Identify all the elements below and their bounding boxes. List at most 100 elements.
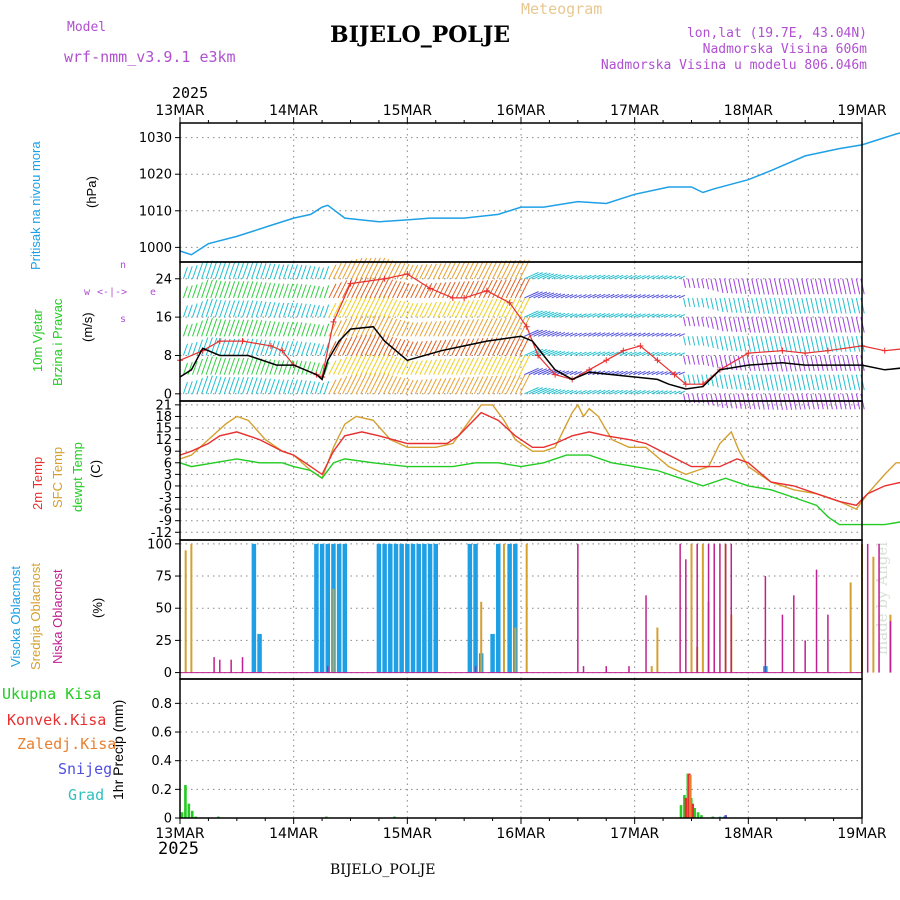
wind-barb — [651, 275, 660, 280]
wind-barb — [469, 338, 479, 356]
gust-marker — [637, 342, 644, 349]
low-cloud-bar — [219, 659, 221, 673]
wind-barb — [196, 377, 203, 394]
wind-barb — [810, 278, 815, 295]
wind-barb — [310, 342, 316, 356]
y-tick-label: 100 — [147, 537, 172, 552]
wind-barb — [656, 294, 664, 299]
wind-barb — [214, 261, 222, 279]
wind-barb — [237, 377, 245, 394]
wind-barb — [719, 278, 724, 293]
wind-barb — [792, 317, 797, 334]
wind-barb — [478, 356, 489, 375]
wind-barb — [764, 317, 770, 333]
wind-barb — [778, 317, 784, 334]
wind-barb — [533, 368, 548, 376]
wind-barb — [665, 294, 673, 299]
wind-barb — [378, 297, 390, 318]
wind-barb — [214, 376, 222, 394]
wind-barb — [319, 267, 325, 279]
wind-barb — [587, 293, 597, 299]
wind-barb — [387, 280, 398, 299]
wind-barb — [669, 313, 677, 318]
wind-barb — [446, 281, 456, 299]
low-cloud-bar — [645, 595, 647, 673]
wind-barb — [624, 274, 633, 280]
wind-barb — [796, 374, 802, 391]
wind-barb — [601, 293, 610, 299]
panel-frame — [179, 122, 863, 263]
wind-barb — [674, 275, 681, 280]
wind-barb — [478, 261, 489, 280]
wind-barb — [373, 372, 386, 395]
wind-barb — [560, 332, 570, 337]
wind-barb — [419, 379, 428, 395]
wind-barb — [551, 350, 562, 356]
wind-barb — [565, 351, 574, 356]
wind-barb — [783, 336, 788, 353]
wind-barb — [305, 284, 312, 299]
wind-barb — [792, 374, 797, 391]
low-cloud-bar — [685, 559, 687, 673]
y-tick-label: 1020 — [139, 168, 172, 183]
wind-barb — [428, 359, 437, 375]
wind-barb — [855, 336, 861, 352]
wind-barb — [451, 262, 461, 280]
wind-barb — [360, 353, 372, 375]
wind-barb — [537, 330, 551, 337]
panel-frame — [179, 400, 863, 541]
wind-barb — [637, 275, 646, 280]
wind-barb — [801, 355, 806, 372]
wind-barb — [556, 332, 566, 337]
wind-barb — [528, 387, 543, 395]
wind-barb — [192, 265, 198, 279]
wind-barb — [819, 317, 824, 333]
wind-barb — [619, 274, 628, 280]
wind-barb — [733, 317, 738, 332]
wind-barb — [483, 318, 493, 337]
wind-barb — [574, 370, 582, 376]
lonlat: lon,lat (19.7E, 43.04N) — [686, 26, 867, 41]
x-tick-label-top: 16MAR — [496, 103, 545, 119]
wind-barb — [392, 262, 402, 280]
wind-barb — [628, 294, 637, 299]
wind-barb — [242, 300, 249, 318]
wind-barb — [273, 360, 280, 375]
wind-barb — [260, 320, 267, 337]
wind-barb — [255, 320, 263, 337]
wind-barb — [551, 389, 562, 395]
panel-frame — [179, 539, 863, 680]
wind-barb — [364, 334, 377, 356]
wind-barb — [242, 357, 249, 375]
wind-barb — [360, 276, 372, 299]
low-cloud-bar — [804, 640, 806, 673]
wind-barb — [369, 315, 381, 337]
wind-barb — [301, 284, 307, 299]
y-tick-label: -3 — [159, 491, 172, 506]
wind-barb — [373, 257, 386, 280]
wind-barb — [455, 377, 465, 395]
wind-barb — [246, 338, 254, 356]
wind-barb — [560, 274, 570, 280]
wind-barb — [719, 336, 724, 351]
wind-barb — [606, 351, 615, 356]
wind-barb — [464, 357, 475, 375]
wind-barb — [333, 339, 342, 356]
wind-barb — [846, 278, 852, 295]
y-tick-label: 0 — [164, 387, 172, 402]
wind-barb — [492, 356, 503, 375]
low-cloud-bar — [474, 666, 477, 673]
wind-barb — [742, 336, 747, 352]
wind-barb — [237, 319, 245, 337]
wind-barb — [196, 301, 203, 318]
mid-cloud-bar — [514, 627, 517, 673]
wind-barb — [437, 320, 447, 337]
wind-barb — [787, 278, 793, 295]
wind-barb — [814, 297, 820, 314]
wind-barb — [628, 389, 637, 395]
wind-barb — [615, 332, 624, 337]
wind-barb — [269, 282, 276, 299]
pressure-line — [179, 132, 900, 256]
wind-barb — [428, 282, 437, 299]
wind-barb — [565, 274, 574, 280]
